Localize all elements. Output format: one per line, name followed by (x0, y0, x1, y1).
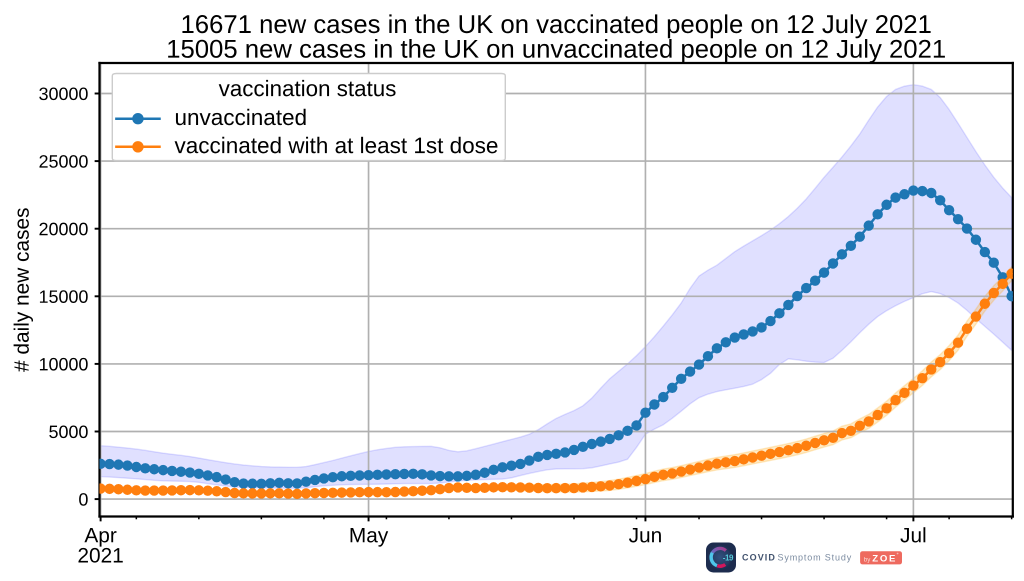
svg-text:COVID: COVID (742, 552, 776, 562)
svg-text:ZOE: ZOE (872, 553, 897, 564)
svg-text:Symptom Study: Symptom Study (778, 552, 853, 562)
svg-text:-19: -19 (723, 554, 734, 563)
svg-text:by: by (864, 556, 871, 563)
